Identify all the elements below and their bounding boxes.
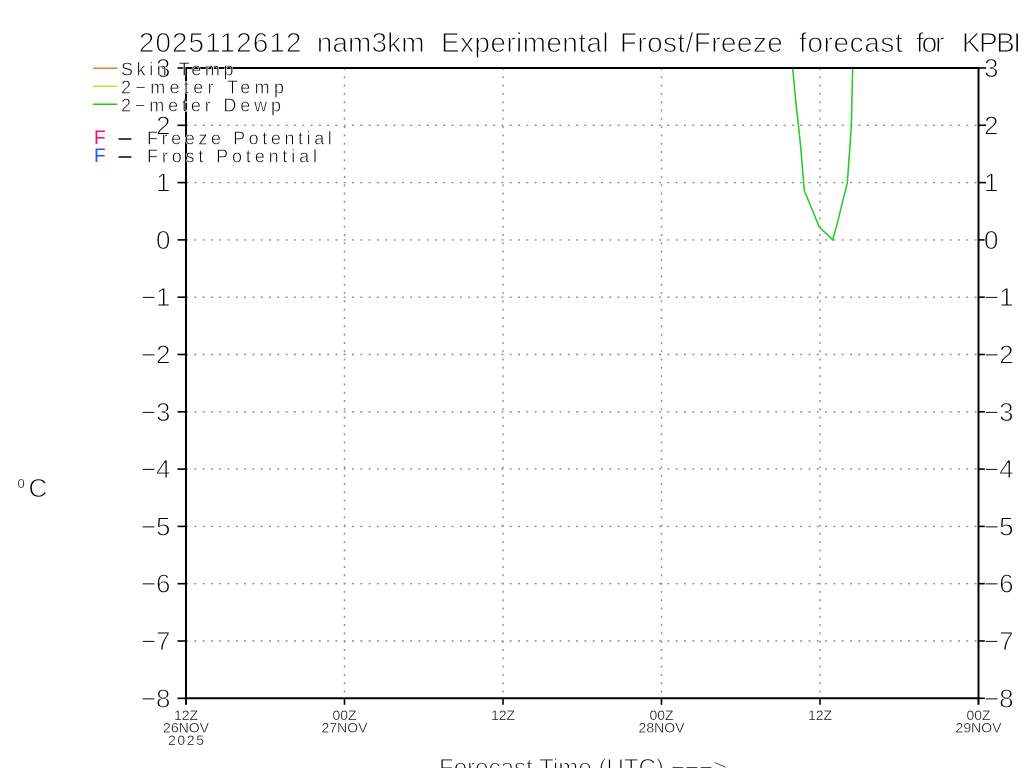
svg-text:forecast: forecast: [799, 27, 903, 58]
svg-text:00Z: 00Z: [332, 707, 357, 723]
svg-text:−3: −3: [984, 397, 1014, 427]
svg-text:1: 1: [156, 168, 170, 198]
svg-text:KPBI: KPBI: [962, 27, 1021, 58]
svg-text:26NOV: 26NOV: [163, 720, 210, 736]
svg-text:Frost Potential: Frost Potential: [147, 147, 317, 167]
svg-text:−2: −2: [141, 340, 171, 370]
svg-text:0: 0: [18, 476, 25, 491]
svg-text:F: F: [94, 128, 106, 149]
svg-text:2−meter Dewp: 2−meter Dewp: [121, 96, 281, 116]
svg-text:2: 2: [156, 110, 170, 140]
svg-text:−1: −1: [984, 282, 1014, 312]
svg-text:12Z: 12Z: [174, 707, 199, 723]
svg-text:27NOV: 27NOV: [322, 720, 369, 736]
svg-text:2025: 2025: [168, 732, 204, 748]
svg-text:−2: −2: [984, 340, 1014, 370]
svg-text:Experimental: Experimental: [441, 27, 609, 58]
svg-text:−7: −7: [141, 626, 171, 656]
svg-text:2: 2: [984, 110, 998, 140]
svg-text:00Z: 00Z: [966, 707, 991, 723]
svg-text:−8: −8: [984, 683, 1014, 713]
svg-text:1: 1: [984, 168, 998, 198]
svg-text:−4: −4: [141, 454, 171, 484]
svg-text:12Z: 12Z: [491, 707, 516, 723]
svg-text:0: 0: [984, 225, 998, 255]
svg-text:F: F: [94, 146, 106, 167]
svg-text:−6: −6: [141, 569, 171, 599]
svg-text:Forecast Time (UTC) −−−>: Forecast Time (UTC) −−−>: [439, 755, 727, 768]
svg-text:0: 0: [156, 225, 170, 255]
svg-text:28NOV: 28NOV: [639, 720, 686, 736]
svg-text:−4: −4: [984, 454, 1014, 484]
svg-text:−8: −8: [141, 683, 171, 713]
svg-text:C: C: [29, 473, 48, 503]
svg-text:00Z: 00Z: [649, 707, 674, 723]
svg-text:Freeze Potential: Freeze Potential: [147, 129, 332, 149]
svg-text:−5: −5: [984, 511, 1014, 541]
svg-text:Frost/Freeze: Frost/Freeze: [620, 27, 783, 58]
svg-text:2025112612: 2025112612: [139, 27, 302, 58]
svg-text:3: 3: [984, 53, 998, 83]
svg-text:−1: −1: [141, 282, 171, 312]
svg-text:29NOV: 29NOV: [956, 720, 1003, 736]
svg-text:−7: −7: [984, 626, 1014, 656]
svg-text:−6: −6: [984, 569, 1014, 599]
svg-text:12Z: 12Z: [808, 707, 833, 723]
svg-text:−3: −3: [141, 397, 171, 427]
svg-text:2−meter Temp: 2−meter Temp: [121, 77, 284, 97]
svg-text:for: for: [916, 27, 944, 58]
svg-text:nam3km: nam3km: [317, 27, 425, 58]
svg-text:−5: −5: [141, 511, 171, 541]
svg-text:3: 3: [156, 53, 170, 83]
